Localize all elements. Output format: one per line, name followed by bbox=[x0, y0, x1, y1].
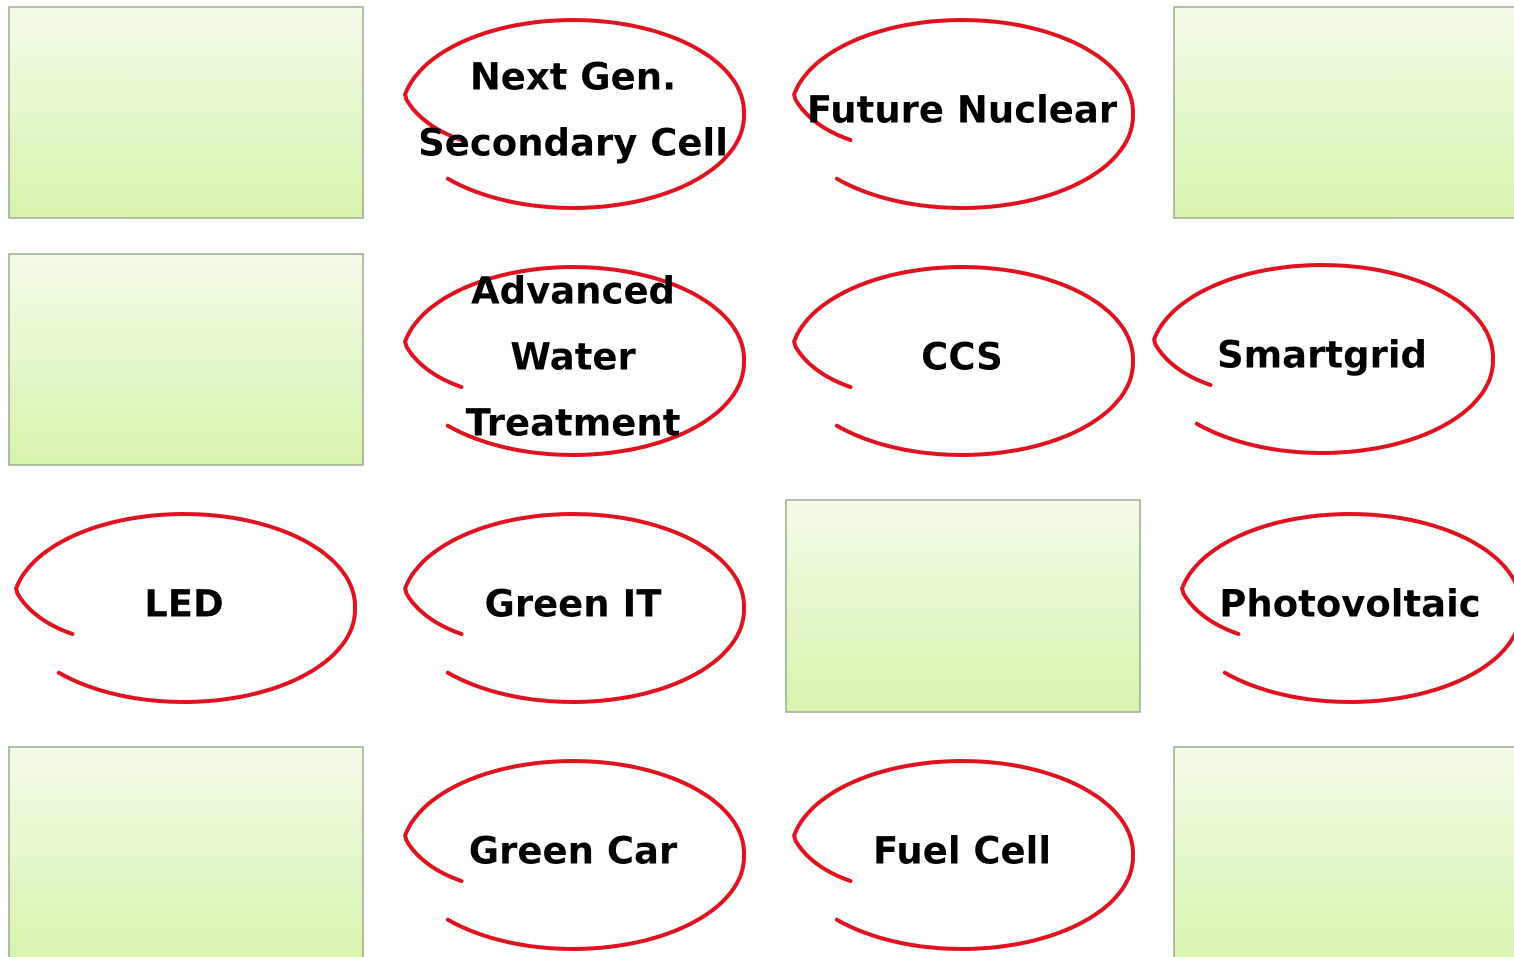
cell-label: Next Gen. bbox=[470, 56, 676, 99]
box bbox=[8, 253, 364, 466]
cell-label: Secondary Cell bbox=[418, 122, 728, 165]
circle-stroke bbox=[403, 512, 746, 704]
circle-stroke bbox=[792, 759, 1135, 951]
cell-label: LED bbox=[144, 583, 224, 626]
cell-label: Photovoltaic bbox=[1219, 583, 1480, 626]
boxes bbox=[8, 6, 1514, 957]
cell-label: Fuel Cell bbox=[873, 830, 1051, 873]
circle-stroke bbox=[403, 18, 746, 210]
box bbox=[8, 6, 364, 219]
box bbox=[785, 499, 1141, 713]
circle-stroke bbox=[1180, 512, 1514, 704]
cell-label: Advanced bbox=[471, 270, 675, 313]
circle-stroke bbox=[1152, 263, 1495, 455]
cell-label: Green Car bbox=[469, 830, 678, 873]
cell-label: Smartgrid bbox=[1217, 334, 1427, 377]
circle-stroke bbox=[403, 759, 746, 951]
circle-stroke bbox=[403, 265, 746, 457]
cell-label: Treatment bbox=[466, 402, 681, 445]
box bbox=[1173, 6, 1514, 219]
cell-label: Water bbox=[510, 336, 636, 379]
circle-stroke bbox=[14, 512, 357, 704]
cell-label: Future Nuclear bbox=[807, 89, 1118, 132]
box bbox=[8, 746, 364, 957]
circle-stroke bbox=[792, 265, 1135, 457]
box bbox=[1173, 746, 1514, 957]
cell-label: CCS bbox=[921, 336, 1003, 379]
circle-stroke bbox=[792, 18, 1135, 210]
cell-label: Green IT bbox=[484, 583, 662, 626]
